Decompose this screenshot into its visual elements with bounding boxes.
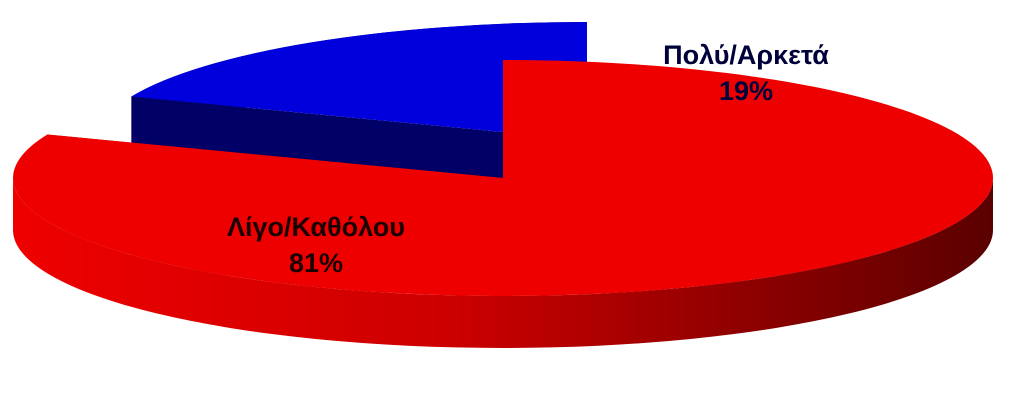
slice-top-0: [12, 60, 993, 297]
slice-label-percent-0: 81%: [289, 248, 343, 278]
slice-label-percent-1: 19%: [719, 76, 773, 106]
slice-top-1: [131, 22, 587, 140]
slice-tops: [12, 22, 993, 297]
slice-label-category-0: Λίγο/Καθόλου: [227, 212, 405, 242]
slice-cut-wall-1: [131, 96, 587, 192]
slice-labels: Λίγο/Καθόλου 81% Πολύ/Αρκετά 19%: [227, 40, 829, 278]
slice-side-0: [13, 178, 993, 348]
slice-label-category-1: Πολύ/Αρκετά: [663, 40, 829, 70]
